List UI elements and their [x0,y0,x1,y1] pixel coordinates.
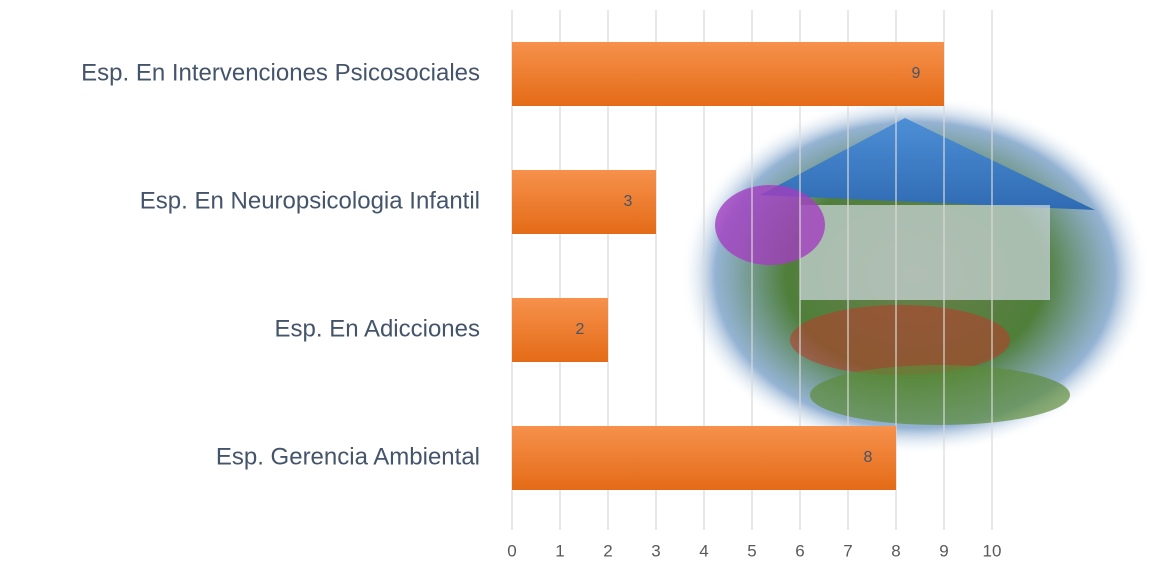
bar [512,426,896,490]
background-photo [680,95,1150,455]
category-label: Esp. En Neuropsicologia Infantil [140,187,480,214]
x-tick-label: 4 [699,541,708,560]
x-tick-label: 6 [795,541,804,560]
x-tick-label: 1 [555,541,564,560]
value-label: 2 [576,321,585,338]
category-label: Esp. En Adicciones [275,315,480,342]
value-label: 9 [912,65,921,82]
value-label: 8 [864,449,873,466]
x-tick-label: 8 [891,541,900,560]
x-tick-label: 10 [983,541,1002,560]
bar [512,170,656,234]
value-label: 3 [624,193,633,210]
bar [512,42,944,106]
x-tick-label: 0 [507,541,516,560]
chart: 9 3 2 8 0 1 2 3 4 5 6 7 8 9 10 Esp. En Intervenciones … [0,0,1155,562]
x-tick-label: 3 [651,541,660,560]
category-label: Esp. Gerencia Ambiental [216,443,480,470]
x-tick-label: 5 [747,541,756,560]
bar [512,298,608,362]
category-label: Esp. En Intervenciones Psicosociales [81,59,480,86]
x-tick-label: 2 [603,541,612,560]
x-tick-label: 7 [843,541,852,560]
x-tick-label: 9 [939,541,948,560]
